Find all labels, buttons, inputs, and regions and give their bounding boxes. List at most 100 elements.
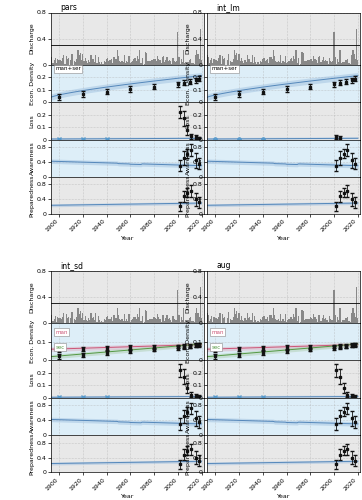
Bar xyxy=(212,322,214,323)
Bar xyxy=(266,60,267,65)
Bar xyxy=(348,62,349,65)
Text: int_lm: int_lm xyxy=(216,2,240,12)
Bar xyxy=(275,60,277,65)
Bar xyxy=(150,60,151,65)
Bar xyxy=(201,60,202,65)
Bar xyxy=(253,322,254,323)
Bar xyxy=(274,314,275,323)
Bar xyxy=(343,320,344,323)
Bar xyxy=(351,313,353,323)
Bar xyxy=(310,58,311,65)
Bar xyxy=(191,321,193,323)
Bar xyxy=(209,321,210,323)
Bar xyxy=(68,58,69,65)
Bar xyxy=(75,320,76,323)
Bar xyxy=(268,321,269,323)
Bar xyxy=(158,59,159,65)
Bar xyxy=(120,320,121,323)
Bar xyxy=(291,316,292,323)
Bar xyxy=(287,62,288,65)
Bar xyxy=(356,287,357,323)
Y-axis label: Discharge: Discharge xyxy=(186,23,191,54)
Bar xyxy=(180,322,181,323)
Bar xyxy=(286,64,287,65)
Bar xyxy=(102,322,104,323)
Bar xyxy=(169,60,170,65)
Bar xyxy=(121,320,123,323)
Bar xyxy=(106,59,107,65)
Bar xyxy=(184,64,185,65)
Bar xyxy=(219,314,220,323)
Bar xyxy=(130,64,131,65)
Bar xyxy=(174,319,175,323)
Bar xyxy=(106,317,107,323)
Bar xyxy=(260,320,261,323)
Text: sec: sec xyxy=(211,344,221,350)
Bar xyxy=(188,320,189,323)
Bar xyxy=(56,64,57,65)
Bar xyxy=(219,55,220,65)
Bar xyxy=(181,59,182,65)
Bar xyxy=(274,56,275,65)
Bar xyxy=(126,60,127,65)
Y-axis label: Awareness: Awareness xyxy=(186,400,191,434)
Bar xyxy=(83,62,85,65)
Text: int_sd: int_sd xyxy=(60,261,83,270)
Bar xyxy=(257,62,258,65)
Bar xyxy=(304,320,305,323)
Bar xyxy=(356,29,357,65)
Bar xyxy=(332,62,333,65)
X-axis label: Year: Year xyxy=(277,494,290,499)
Bar xyxy=(224,58,226,65)
Bar xyxy=(102,64,104,65)
Bar xyxy=(134,316,136,323)
Bar xyxy=(264,58,265,65)
Bar xyxy=(245,62,247,65)
Bar xyxy=(90,54,92,65)
Y-axis label: Discharge: Discharge xyxy=(186,281,191,312)
Bar xyxy=(306,319,307,323)
Bar xyxy=(243,321,244,323)
Y-axis label: Awareness: Awareness xyxy=(30,400,34,434)
Bar xyxy=(212,64,214,65)
Bar xyxy=(83,320,85,323)
Bar xyxy=(124,314,125,323)
Bar xyxy=(159,318,161,323)
Bar xyxy=(346,59,348,65)
Bar xyxy=(281,322,282,323)
Bar xyxy=(60,60,61,65)
Bar xyxy=(85,58,86,65)
Bar xyxy=(290,59,291,65)
Bar xyxy=(162,57,163,65)
Bar xyxy=(278,320,279,323)
Bar xyxy=(298,316,299,323)
Bar xyxy=(99,62,100,65)
Bar xyxy=(111,317,112,323)
Bar xyxy=(262,59,264,65)
Bar xyxy=(137,56,138,65)
Bar xyxy=(273,308,274,323)
Bar xyxy=(267,317,268,323)
Bar xyxy=(134,58,136,65)
Bar xyxy=(291,58,292,65)
Bar xyxy=(152,60,153,65)
Bar xyxy=(319,56,320,65)
Bar xyxy=(266,318,267,323)
Bar xyxy=(93,58,94,65)
Bar xyxy=(76,318,77,323)
Bar xyxy=(191,62,193,65)
Bar xyxy=(310,317,311,323)
Bar xyxy=(350,322,351,323)
Bar xyxy=(244,318,245,323)
Bar xyxy=(262,317,264,323)
Y-axis label: Loss: Loss xyxy=(186,372,191,386)
Bar xyxy=(247,54,248,65)
Bar xyxy=(353,308,354,323)
Bar xyxy=(86,62,87,65)
Bar xyxy=(253,64,254,65)
Text: man: man xyxy=(55,330,68,335)
Bar xyxy=(349,321,350,323)
Bar xyxy=(338,320,340,323)
Bar xyxy=(197,312,199,323)
Bar xyxy=(330,319,331,323)
